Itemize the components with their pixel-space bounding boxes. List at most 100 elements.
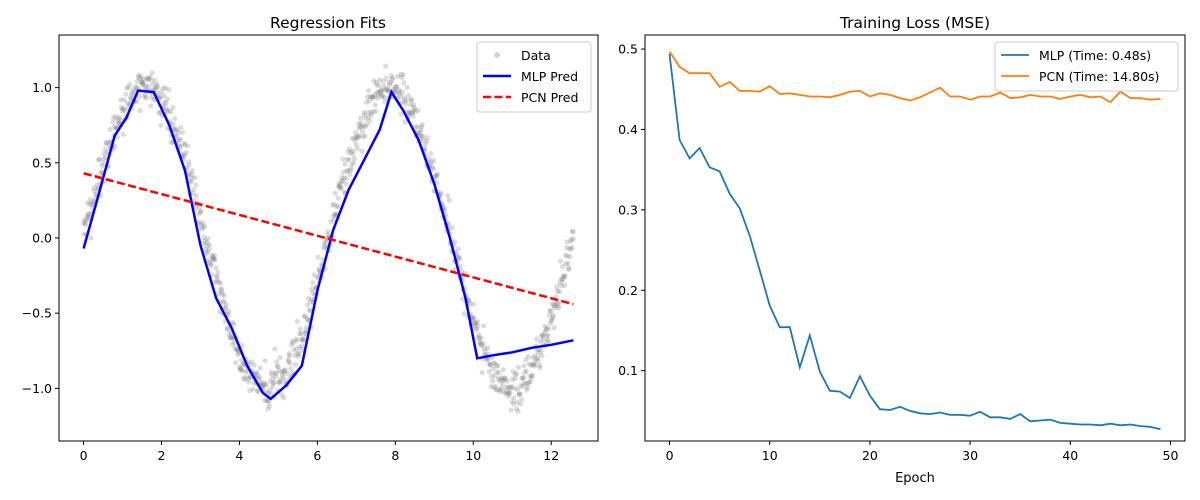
data-point [434, 173, 440, 179]
data-point [570, 229, 576, 235]
data-point [155, 90, 161, 97]
data-point [452, 239, 458, 245]
data-point [358, 120, 364, 126]
data-point [278, 376, 284, 382]
data-point [163, 100, 169, 106]
data-point [219, 289, 225, 295]
data-point [358, 115, 364, 121]
y-tick-label: −0.5 [22, 306, 52, 321]
data-point [566, 246, 573, 252]
data-point [330, 213, 336, 219]
data-point [291, 347, 297, 353]
data-point [132, 83, 139, 89]
data-point [336, 180, 342, 186]
data-point [352, 134, 358, 141]
data-point [325, 232, 331, 238]
data-point [118, 104, 124, 110]
data-point [537, 362, 543, 368]
data-point [328, 219, 334, 225]
data-point [295, 350, 301, 357]
data-point [289, 338, 295, 344]
data-point [415, 107, 421, 114]
data-point [561, 273, 567, 279]
data-point [147, 76, 153, 82]
data-point [91, 187, 97, 194]
data-point [292, 352, 298, 358]
data-point [269, 384, 275, 390]
data-point [374, 89, 380, 95]
data-point [407, 111, 413, 117]
data-point [101, 156, 107, 162]
data-point [237, 366, 243, 372]
data-point [276, 379, 282, 385]
data-point [488, 383, 494, 390]
data-point [518, 383, 524, 389]
regression-fits-panel: Regression Fits 0 2 4 6 8 10 12 −1.0 −0.5 0.0 0.5 1… [22, 14, 599, 463]
data-point [83, 217, 90, 223]
data-point [371, 78, 377, 84]
data-point [259, 382, 266, 388]
data-point [430, 166, 436, 172]
data-point [381, 95, 387, 101]
data-point [552, 303, 558, 309]
data-point [203, 246, 209, 252]
y-tick-label: 0.4 [618, 122, 638, 137]
data-point [334, 204, 340, 210]
data-point [473, 320, 479, 326]
data-point [478, 340, 484, 346]
data-point [497, 387, 503, 393]
data-point [557, 298, 563, 304]
data-point [294, 318, 300, 324]
data-point [257, 374, 263, 380]
legend-marker-data [494, 52, 500, 58]
data-point [380, 93, 386, 99]
data-point [569, 245, 575, 251]
data-point [86, 211, 93, 217]
data-point [523, 357, 529, 363]
x-tick-label: 8 [391, 448, 399, 463]
data-point [153, 83, 159, 90]
data-point [530, 362, 536, 368]
data-point [419, 121, 426, 128]
data-point [144, 75, 150, 81]
data-point [286, 351, 292, 357]
data-point [549, 317, 555, 323]
data-point [87, 196, 94, 203]
data-point [456, 255, 462, 261]
data-point [366, 114, 372, 120]
data-point [298, 336, 304, 343]
data-point [164, 96, 171, 102]
data-point [232, 345, 238, 351]
data-point [206, 257, 212, 263]
data-point [122, 107, 128, 114]
data-point [401, 95, 407, 101]
data-point [490, 384, 497, 391]
data-point [233, 346, 240, 353]
data-point [307, 307, 313, 313]
data-point [275, 364, 281, 370]
data-point [507, 390, 513, 396]
data-point [433, 173, 439, 179]
data-point [207, 259, 213, 265]
data-point [356, 121, 362, 127]
data-point [524, 387, 530, 393]
data-point [389, 76, 395, 82]
data-point [420, 137, 426, 143]
data-point [373, 108, 379, 114]
data-point [196, 211, 202, 217]
data-point [84, 213, 90, 219]
data-point [542, 323, 548, 329]
data-point [355, 146, 361, 152]
data-point [193, 182, 199, 188]
data-point [414, 124, 421, 130]
data-point [115, 118, 121, 124]
data-point [406, 92, 412, 99]
data-point [343, 181, 349, 187]
data-point [472, 320, 478, 326]
data-point [404, 84, 410, 90]
data-point [130, 87, 136, 93]
data-point [555, 303, 561, 309]
data-point [145, 83, 151, 89]
data-point [338, 178, 345, 185]
data-point [527, 379, 533, 385]
